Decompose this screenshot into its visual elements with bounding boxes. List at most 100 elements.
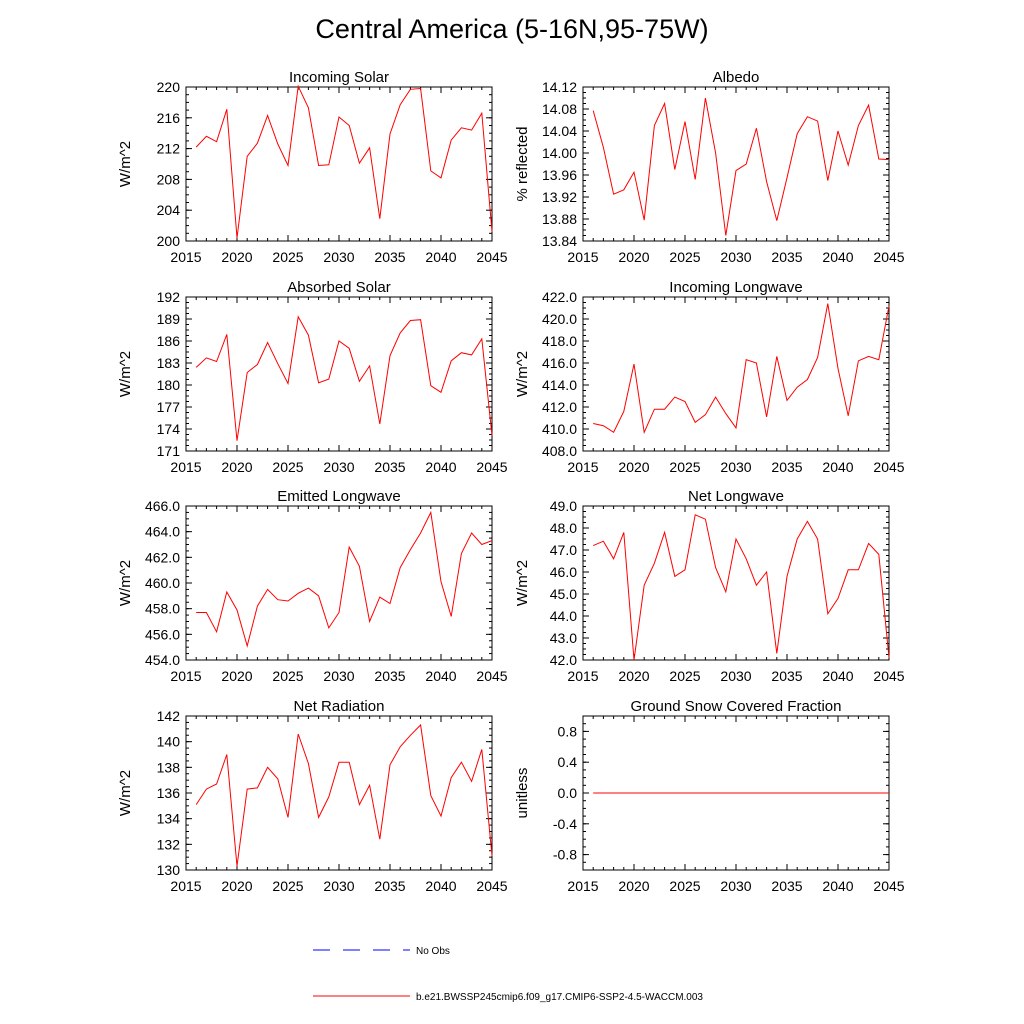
albedo-series-line <box>592 97 890 236</box>
incoming-longwave-ytick-label: 418.0 <box>542 333 577 349</box>
emitted-longwave-ytick-label: 466.0 <box>145 498 180 514</box>
ground-snow-covered-fraction-title: Ground Snow Covered Fraction <box>631 698 842 715</box>
absorbed-solar-title: Absorbed Solar <box>287 279 390 296</box>
absorbed-solar-ytick-label: 189 <box>157 311 181 327</box>
albedo-ytick-label: 14.04 <box>542 123 577 139</box>
net-longwave-ytick-label: 48.0 <box>550 520 577 536</box>
albedo-title: Albedo <box>713 69 760 86</box>
ground-snow-covered-fraction-ytick-label: 0.0 <box>558 785 578 801</box>
net-radiation-ytick-label: 132 <box>157 836 181 852</box>
albedo-ytick-label: 14.08 <box>542 101 577 117</box>
albedo-xtick-label: 2030 <box>720 249 751 265</box>
net-longwave-ytick-label: 45.0 <box>550 586 577 602</box>
incoming-solar-series-line <box>195 84 493 238</box>
net-radiation-ylabel: W/m^2 <box>117 770 134 816</box>
absorbed-solar-ytick-label: 180 <box>157 377 181 393</box>
incoming-solar-xtick-label: 2030 <box>323 249 354 265</box>
absorbed-solar-frame <box>185 296 493 452</box>
emitted-longwave-series-line <box>196 510 493 648</box>
net-longwave-xtick-label: 2030 <box>720 668 751 684</box>
emitted-longwave-ylabel: W/m^2 <box>117 560 134 606</box>
emitted-longwave-frame <box>185 505 493 661</box>
ground-snow-covered-fraction-xtick-label: 2025 <box>669 878 700 894</box>
absorbed-solar-ytick-label: 186 <box>157 333 181 349</box>
incoming-longwave-ylabel: W/m^2 <box>514 351 531 397</box>
incoming-longwave-ytick-label: 420.0 <box>542 311 577 327</box>
incoming-longwave-xtick-label: 2035 <box>771 459 802 475</box>
absorbed-solar-ytick-label: 171 <box>157 443 181 459</box>
net-radiation-xtick-label: 2015 <box>170 878 201 894</box>
ground-snow-covered-fraction-xtick-label: 2015 <box>567 878 598 894</box>
albedo-ytick-label: 13.92 <box>542 189 577 205</box>
albedo-ytick-label: 13.84 <box>542 233 577 249</box>
net-radiation-xtick-label: 2040 <box>425 878 456 894</box>
albedo-xtick-label: 2035 <box>771 249 802 265</box>
net-radiation-frame <box>185 715 493 871</box>
net-radiation-ytick-label: 140 <box>157 734 181 750</box>
incoming-solar-ytick-label: 200 <box>157 233 181 249</box>
emitted-longwave-xtick-label: 2040 <box>425 668 456 684</box>
absorbed-solar-ytick-label: 192 <box>157 289 181 305</box>
ground-snow-covered-fraction-xtick-label: 2035 <box>771 878 802 894</box>
net-radiation-ytick-label: 134 <box>157 811 181 827</box>
emitted-longwave-xtick-label: 2035 <box>374 668 405 684</box>
emitted-longwave-xtick-label: 2025 <box>272 668 303 684</box>
emitted-longwave-xtick-label: 2015 <box>170 668 201 684</box>
incoming-solar-xtick-label: 2015 <box>170 249 201 265</box>
net-longwave-ytick-label: 49.0 <box>550 498 577 514</box>
absorbed-solar-xtick-label: 2015 <box>170 459 201 475</box>
absorbed-solar-ytick-label: 174 <box>157 421 181 437</box>
net-longwave-ytick-label: 47.0 <box>550 542 577 558</box>
albedo-xtick-label: 2020 <box>618 249 649 265</box>
absorbed-solar-ylabel: W/m^2 <box>117 351 134 397</box>
incoming-solar-xtick-label: 2035 <box>374 249 405 265</box>
ground-snow-covered-fraction-ylabel: unitless <box>514 768 531 819</box>
net-longwave-ytick-label: 44.0 <box>550 608 577 624</box>
albedo-xtick-label: 2045 <box>873 249 904 265</box>
incoming-solar-xtick-label: 2025 <box>272 249 303 265</box>
ground-snow-covered-fraction-xtick-label: 2030 <box>720 878 751 894</box>
incoming-longwave-xtick-label: 2030 <box>720 459 751 475</box>
net-longwave-title: Net Longwave <box>688 488 784 505</box>
absorbed-solar-xtick-label: 2030 <box>323 459 354 475</box>
net-radiation-ytick-label: 136 <box>157 785 181 801</box>
net-longwave-xtick-label: 2040 <box>822 668 853 684</box>
net-radiation-ytick-label: 142 <box>157 708 181 724</box>
ground-snow-covered-fraction-xtick-label: 2040 <box>822 878 853 894</box>
albedo-ytick-label: 13.96 <box>542 167 577 183</box>
incoming-longwave-ytick-label: 410.0 <box>542 421 577 437</box>
incoming-solar-ytick-label: 208 <box>157 171 181 187</box>
net-longwave-ytick-label: 46.0 <box>550 564 577 580</box>
albedo-frame <box>582 86 890 242</box>
incoming-longwave-xtick-label: 2020 <box>618 459 649 475</box>
emitted-longwave-ytick-label: 456.0 <box>145 626 180 642</box>
incoming-longwave-ytick-label: 408.0 <box>542 443 577 459</box>
emitted-longwave-title: Emitted Longwave <box>277 488 400 505</box>
ground-snow-covered-fraction-ytick-label: -0.4 <box>553 816 577 832</box>
ground-snow-covered-fraction-xtick-label: 2045 <box>873 878 904 894</box>
net-radiation-series-line <box>195 723 493 867</box>
absorbed-solar-xtick-label: 2035 <box>374 459 405 475</box>
emitted-longwave-ytick-label: 458.0 <box>145 601 180 617</box>
albedo-xtick-label: 2025 <box>669 249 700 265</box>
incoming-longwave-ytick-label: 422.0 <box>542 289 577 305</box>
net-radiation-ytick-label: 130 <box>157 862 181 878</box>
incoming-longwave-xtick-label: 2025 <box>669 459 700 475</box>
page-title: Central America (5-16N,95-75W) <box>315 14 709 44</box>
net-longwave-ylabel: W/m^2 <box>514 560 531 606</box>
net-radiation-xtick-label: 2030 <box>323 878 354 894</box>
net-longwave-xtick-label: 2020 <box>618 668 649 684</box>
emitted-longwave-xtick-label: 2030 <box>323 668 354 684</box>
emitted-longwave-ytick-label: 462.0 <box>145 549 180 565</box>
ground-snow-covered-fraction-ytick-label: 0.4 <box>558 754 578 770</box>
albedo-ytick-label: 13.88 <box>542 211 577 227</box>
absorbed-solar-xtick-label: 2025 <box>272 459 303 475</box>
absorbed-solar-xtick-label: 2040 <box>425 459 456 475</box>
emitted-longwave-ytick-label: 454.0 <box>145 652 180 668</box>
incoming-solar-xtick-label: 2045 <box>476 249 507 265</box>
incoming-solar-title: Incoming Solar <box>289 69 389 86</box>
legend-model-label: b.e21.BWSSP245cmip6.f09_g17.CMIP6-SSP2-4… <box>416 992 703 1003</box>
incoming-solar-ytick-label: 212 <box>157 141 181 157</box>
absorbed-solar-ytick-label: 183 <box>157 355 181 371</box>
